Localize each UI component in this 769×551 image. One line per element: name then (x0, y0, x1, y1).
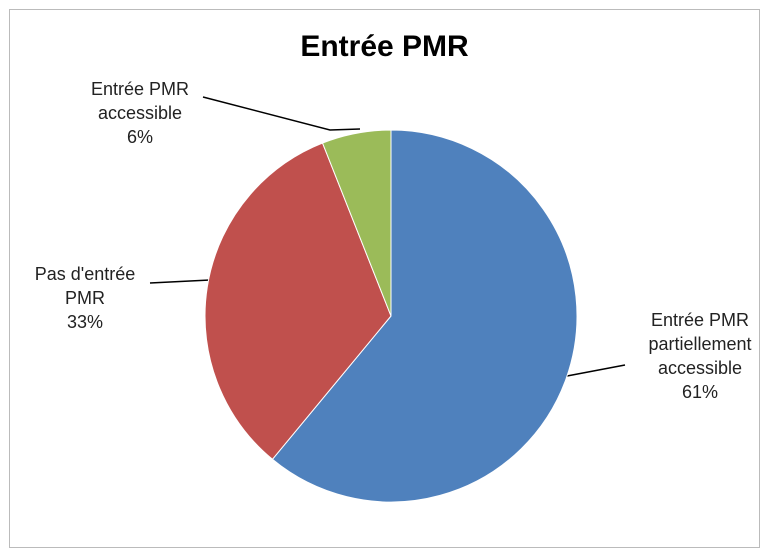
slice-label: Entrée PMR partiellement accessible 61% (625, 308, 769, 404)
value-label: 61% (681, 382, 719, 402)
pie-slice (321, 129, 392, 317)
value-label: 33% (66, 312, 104, 332)
leader-line (566, 364, 626, 377)
pie (204, 129, 578, 503)
category-label: Entrée PMR partiellement accessible (648, 310, 752, 378)
slice-label: Entrée PMR accessible 6% (70, 77, 210, 149)
slice-label: Pas d'entrée PMR 33% (25, 262, 145, 334)
category-label: Pas d'entrée PMR (34, 264, 136, 308)
chart-title: Entrée PMR (300, 30, 469, 63)
leader-line (149, 279, 211, 284)
category-label: Entrée PMR accessible (90, 79, 190, 123)
value-label: 6% (126, 127, 153, 147)
pie-slice (271, 129, 578, 503)
pie-slice (204, 142, 392, 461)
leader-line (202, 96, 361, 131)
